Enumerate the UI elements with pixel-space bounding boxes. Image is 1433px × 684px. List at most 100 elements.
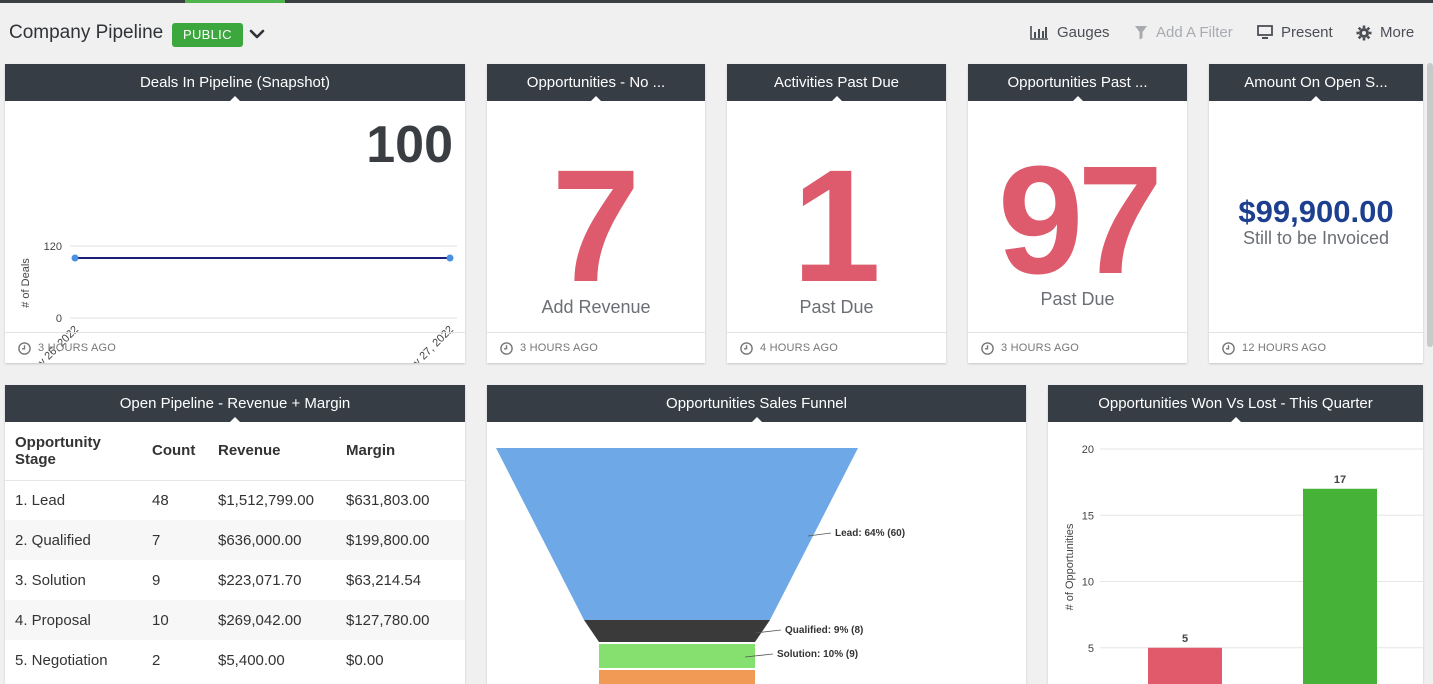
- stage-cell: 4. Proposal: [5, 600, 142, 640]
- table-row[interactable]: 2. Qualified 7 $636,000.00 $199,800.00: [5, 520, 465, 560]
- header-notch: [1071, 96, 1084, 101]
- more-button[interactable]: More: [1356, 24, 1414, 41]
- count-cell: 10: [142, 600, 208, 640]
- y-tick-label: 5: [1088, 643, 1094, 655]
- column-header[interactable]: Count: [142, 422, 208, 481]
- updated-time: 4 HOURS AGO: [760, 342, 838, 354]
- present-label: Present: [1281, 24, 1333, 41]
- stage-cell: 5. Negotiation: [15, 651, 108, 669]
- y-tick-label: 120: [44, 241, 62, 253]
- activities-past-due-card[interactable]: Activities Past Due 1 Past Due 4 HOURS A…: [727, 64, 946, 363]
- card-title-text: Opportunities Won Vs Lost - This Quarter: [1098, 395, 1373, 412]
- clock-icon: [740, 341, 753, 355]
- bar-lost: [1148, 647, 1222, 684]
- add-filter-label: Add A Filter: [1156, 24, 1233, 41]
- metric-value: $99,900.00: [1238, 194, 1394, 229]
- margin-cell: $127,780.00: [336, 600, 465, 640]
- card-title-text: Amount On Open S...: [1244, 74, 1388, 91]
- funnel-label: Solution: 10% (9): [777, 649, 858, 660]
- metric-value: 7: [551, 136, 641, 315]
- metric-value: 1: [792, 136, 881, 315]
- amount-on-open-card[interactable]: Amount On Open S... $99,900.00 Still to …: [1209, 64, 1423, 363]
- bar-value-label: 17: [1334, 474, 1346, 486]
- header-notch: [229, 96, 241, 101]
- funnel-segment-solution: [599, 644, 755, 668]
- column-header[interactable]: Opportunity Stage: [5, 422, 142, 481]
- table-row[interactable]: 1. Lead 48 $1,512,799.00 $631,803.00: [5, 480, 465, 520]
- updated-time: 3 HOURS AGO: [1001, 342, 1079, 354]
- column-header[interactable]: Margin: [336, 422, 465, 481]
- gear-icon: [1356, 25, 1372, 40]
- loading-progress: [185, 0, 285, 3]
- funnel-segment-qualified: [584, 620, 770, 642]
- card-title-text: Opportunities - No ...: [526, 74, 666, 91]
- open-pipeline-card[interactable]: Open Pipeline - Revenue + Margin Opportu…: [5, 385, 465, 684]
- header-notch: [590, 96, 602, 101]
- won-vs-lost-card[interactable]: Opportunities Won Vs Lost - This Quarter…: [1048, 385, 1423, 684]
- bar-chart-icon: [1030, 26, 1048, 40]
- column-header[interactable]: Revenue: [208, 422, 336, 481]
- funnel-segment-proposal: [599, 670, 755, 684]
- metric-label: Past Due: [1040, 289, 1115, 309]
- clock-icon: [18, 341, 31, 355]
- table-row[interactable]: 3. Solution 9 $223,071.70 $63,214.54: [5, 560, 465, 600]
- deals-in-pipeline-card[interactable]: Deals In Pipeline (Snapshot) 100 0 120 # o…: [5, 64, 465, 363]
- clock-icon: [500, 341, 513, 355]
- card-title-text: Opportunities Sales Funnel: [666, 395, 847, 412]
- table-row[interactable]: 4. Proposal 10 $269,042.00 $127,780.00: [5, 600, 465, 640]
- funnel-label: Qualified: 9% (8): [785, 625, 863, 636]
- add-filter-button[interactable]: Add A Filter: [1134, 24, 1233, 41]
- revenue-cell: $1,512,799.00: [218, 491, 314, 509]
- revenue-cell: $223,071.70: [218, 571, 302, 589]
- card-title-text: Open Pipeline - Revenue + Margin: [119, 395, 351, 412]
- table-row[interactable]: 5. Negotiation 2 $5,400.00 $0.00: [5, 640, 465, 680]
- revenue-cell: $269,042.00: [208, 600, 336, 640]
- metric-value: 97: [997, 134, 1163, 306]
- metric-label: Past Due: [799, 297, 874, 317]
- card-title: Opportunities Past ...: [968, 64, 1187, 101]
- stage-cell: 1. Lead: [15, 491, 66, 509]
- funnel-segment-lead: [496, 448, 858, 620]
- updated-time: 12 HOURS AGO: [1242, 342, 1327, 354]
- y-axis-label: # of Opportunities: [1064, 523, 1076, 610]
- stage-cell: 3. Solution: [15, 571, 86, 589]
- data-point: [446, 254, 454, 262]
- funnel-label: Lead: 64% (60): [835, 528, 905, 539]
- updated-time: 3 HOURS AGO: [520, 342, 598, 354]
- deals-big-value: 100: [366, 116, 453, 174]
- y-tick-label: 20: [1082, 444, 1094, 456]
- count-cell: 48: [152, 491, 169, 509]
- sales-funnel-chart: Lead: 64% (60) Qualified: 9% (8) Solution:…: [496, 448, 905, 684]
- gauges-button[interactable]: Gauges: [1030, 24, 1110, 41]
- more-label: More: [1380, 24, 1415, 41]
- card-title: Opportunities Won Vs Lost - This Quarter: [1048, 385, 1423, 422]
- card-footer: 3 HOURS AGO: [5, 332, 465, 363]
- count-cell: 9: [152, 571, 161, 589]
- opportunities-past-due-card[interactable]: Opportunities Past ... 97 Past Due 3 HOU…: [968, 64, 1187, 363]
- header-notch: [750, 417, 763, 422]
- opportunities-no-revenue-card[interactable]: Opportunities - No ... 7 Add Revenue 3 H…: [487, 64, 705, 363]
- bar-value-label: 5: [1182, 633, 1188, 645]
- card-title-text: Activities Past Due: [773, 74, 900, 91]
- card-footer: 3 HOURS AGO: [968, 332, 1187, 363]
- y-tick-label: 15: [1082, 510, 1094, 522]
- public-badge[interactable]: PUBLIC: [172, 23, 243, 47]
- sales-funnel-card[interactable]: Opportunities Sales Funnel Lead: 64% (60…: [487, 385, 1026, 684]
- card-title: Deals In Pipeline (Snapshot): [5, 64, 465, 101]
- data-point: [71, 254, 79, 262]
- header-notch: [1310, 96, 1322, 101]
- card-footer: 3 HOURS AGO: [487, 332, 705, 363]
- card-footer: 4 HOURS AGO: [727, 332, 946, 363]
- metric-label: Add Revenue: [541, 297, 651, 317]
- present-button[interactable]: Present: [1257, 24, 1333, 41]
- scrollbar[interactable]: [1427, 63, 1433, 347]
- dashboard-title: Company Pipeline: [9, 22, 164, 43]
- card-footer: 12 HOURS AGO: [1209, 332, 1423, 363]
- margin-cell: $63,214.54: [346, 571, 422, 589]
- card-title-text: Deals In Pipeline (Snapshot): [139, 74, 331, 91]
- revenue-cell: $636,000.00: [208, 520, 336, 560]
- header-notch: [1229, 417, 1242, 422]
- chevron-down-icon[interactable]: [248, 25, 266, 43]
- y-axis-label: # of Deals: [20, 258, 32, 308]
